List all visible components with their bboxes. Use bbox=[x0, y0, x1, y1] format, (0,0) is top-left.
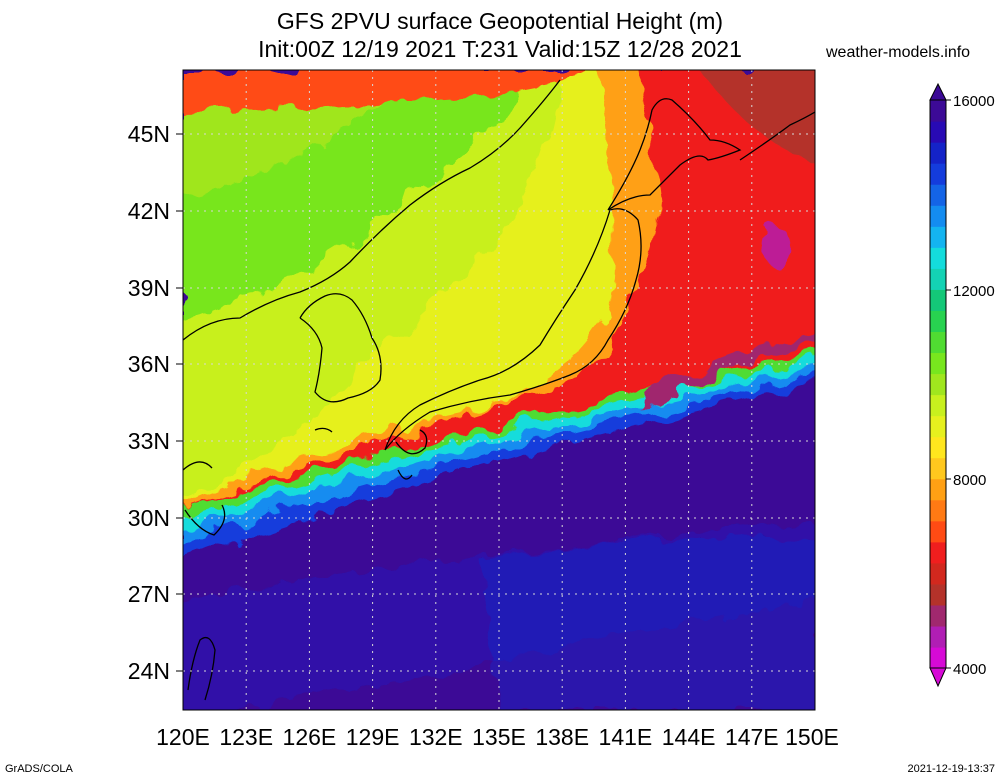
colorbar-top-arrow bbox=[929, 82, 947, 101]
colorbar-swatch bbox=[930, 310, 946, 333]
lon-label: 147E bbox=[725, 724, 779, 750]
lon-label: 129E bbox=[346, 724, 400, 750]
footer-timestamp: 2021-12-19-13:37 bbox=[907, 763, 995, 775]
colorbar-swatch bbox=[930, 268, 946, 290]
map-frame bbox=[182, 69, 816, 711]
colorbar-swatch bbox=[930, 205, 946, 227]
colorbar-swatch bbox=[930, 247, 946, 269]
lon-label: 135E bbox=[472, 724, 526, 750]
lat-tick-marks bbox=[176, 133, 183, 672]
colorbar-swatch bbox=[930, 184, 946, 206]
lat-label: 27N bbox=[128, 581, 170, 607]
colorbar-swatch bbox=[930, 541, 946, 564]
site-credit: weather-models.info bbox=[826, 44, 971, 61]
colorbar-frame bbox=[929, 99, 947, 669]
colorbar-swatch bbox=[930, 646, 946, 669]
lat-label: 36N bbox=[128, 351, 170, 377]
colorbar-swatch bbox=[930, 100, 946, 122]
lat-label: 42N bbox=[128, 198, 170, 224]
colorbar-label: 16000 bbox=[953, 93, 995, 110]
colorbar-swatch bbox=[930, 142, 946, 164]
colorbar-swatch bbox=[930, 499, 946, 522]
colorbar-swatch bbox=[930, 352, 946, 375]
colorbar: 16000 12000 8000 4000 bbox=[929, 82, 995, 688]
lon-label: 126E bbox=[283, 724, 337, 750]
colorbar-swatch bbox=[930, 562, 946, 585]
colorbar-swatch bbox=[930, 394, 946, 417]
lon-label: 120E bbox=[156, 724, 210, 750]
colorbar-swatch bbox=[930, 289, 946, 311]
colorbar-label: 12000 bbox=[953, 283, 995, 300]
lat-label: 33N bbox=[128, 428, 170, 454]
chart-subtitle: Init:00Z 12/19 2021 T:231 Valid:15Z 12/2… bbox=[258, 36, 742, 62]
lat-label: 39N bbox=[128, 275, 170, 301]
lon-label: 141E bbox=[599, 724, 653, 750]
map-grid bbox=[183, 70, 815, 710]
colorbar-swatch bbox=[930, 121, 946, 143]
colorbar-swatch bbox=[930, 583, 946, 606]
colorbar-swatch bbox=[930, 457, 946, 480]
colorbar-swatch bbox=[930, 625, 946, 648]
lon-labels: 120E 123E 126E 129E 132E 135E 138E 141E … bbox=[156, 724, 839, 750]
colorbar-label: 4000 bbox=[953, 661, 986, 678]
lat-label: 24N bbox=[128, 658, 170, 684]
colorbar-swatch bbox=[930, 478, 946, 501]
colorbar-swatch bbox=[930, 520, 946, 543]
lat-label: 45N bbox=[128, 121, 170, 147]
lat-labels: 45N 42N 39N 36N 33N 30N 27N 24N bbox=[128, 121, 170, 684]
colorbar-swatch bbox=[930, 415, 946, 438]
colorbar-label: 8000 bbox=[953, 472, 986, 489]
lon-label: 132E bbox=[409, 724, 463, 750]
footer-credit: GrADS/COLA bbox=[5, 763, 73, 775]
height-field bbox=[183, 70, 815, 710]
colorbar-swatch bbox=[930, 373, 946, 396]
lat-label: 30N bbox=[128, 505, 170, 531]
lon-label: 144E bbox=[662, 724, 716, 750]
colorbar-swatch bbox=[930, 163, 946, 185]
lon-label: 150E bbox=[785, 724, 839, 750]
chart-title: GFS 2PVU surface Geopotential Height (m) bbox=[276, 8, 724, 34]
lon-label: 123E bbox=[219, 724, 273, 750]
colorbar-bottom-arrow bbox=[929, 667, 947, 688]
colorbar-swatch bbox=[930, 226, 946, 248]
colorbar-swatch bbox=[930, 436, 946, 459]
lon-label: 138E bbox=[535, 724, 589, 750]
colorbar-swatch bbox=[930, 331, 946, 354]
colorbar-swatch bbox=[930, 604, 946, 627]
